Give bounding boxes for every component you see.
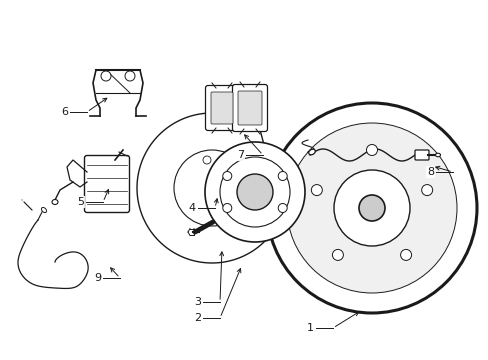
Circle shape: [220, 157, 289, 227]
Ellipse shape: [52, 199, 58, 204]
Text: 7: 7: [236, 150, 244, 160]
Ellipse shape: [41, 207, 46, 212]
Ellipse shape: [308, 149, 315, 155]
Text: 4: 4: [188, 203, 196, 213]
Circle shape: [286, 123, 456, 293]
Circle shape: [125, 71, 135, 81]
FancyBboxPatch shape: [205, 85, 238, 131]
Circle shape: [333, 170, 409, 246]
Text: 2: 2: [193, 313, 201, 323]
Circle shape: [421, 185, 432, 195]
FancyBboxPatch shape: [232, 85, 267, 131]
Circle shape: [203, 156, 210, 164]
Circle shape: [311, 185, 322, 195]
Circle shape: [266, 103, 476, 313]
Text: 5: 5: [77, 197, 84, 207]
Circle shape: [223, 171, 231, 180]
Text: 6: 6: [61, 107, 68, 117]
FancyBboxPatch shape: [238, 91, 262, 125]
Text: 1: 1: [306, 323, 313, 333]
FancyBboxPatch shape: [210, 92, 232, 124]
Circle shape: [101, 71, 111, 81]
Circle shape: [204, 142, 305, 242]
Text: 8: 8: [426, 167, 433, 177]
Text: 9: 9: [94, 273, 101, 283]
Circle shape: [332, 249, 343, 260]
Circle shape: [278, 203, 286, 212]
Circle shape: [400, 249, 411, 260]
Circle shape: [358, 195, 384, 221]
Circle shape: [174, 150, 249, 226]
FancyBboxPatch shape: [84, 156, 129, 212]
Text: 3: 3: [194, 297, 201, 307]
Circle shape: [237, 174, 272, 210]
Circle shape: [223, 203, 231, 212]
FancyBboxPatch shape: [414, 150, 428, 160]
Ellipse shape: [435, 153, 440, 157]
Circle shape: [366, 144, 377, 156]
Circle shape: [278, 171, 286, 180]
